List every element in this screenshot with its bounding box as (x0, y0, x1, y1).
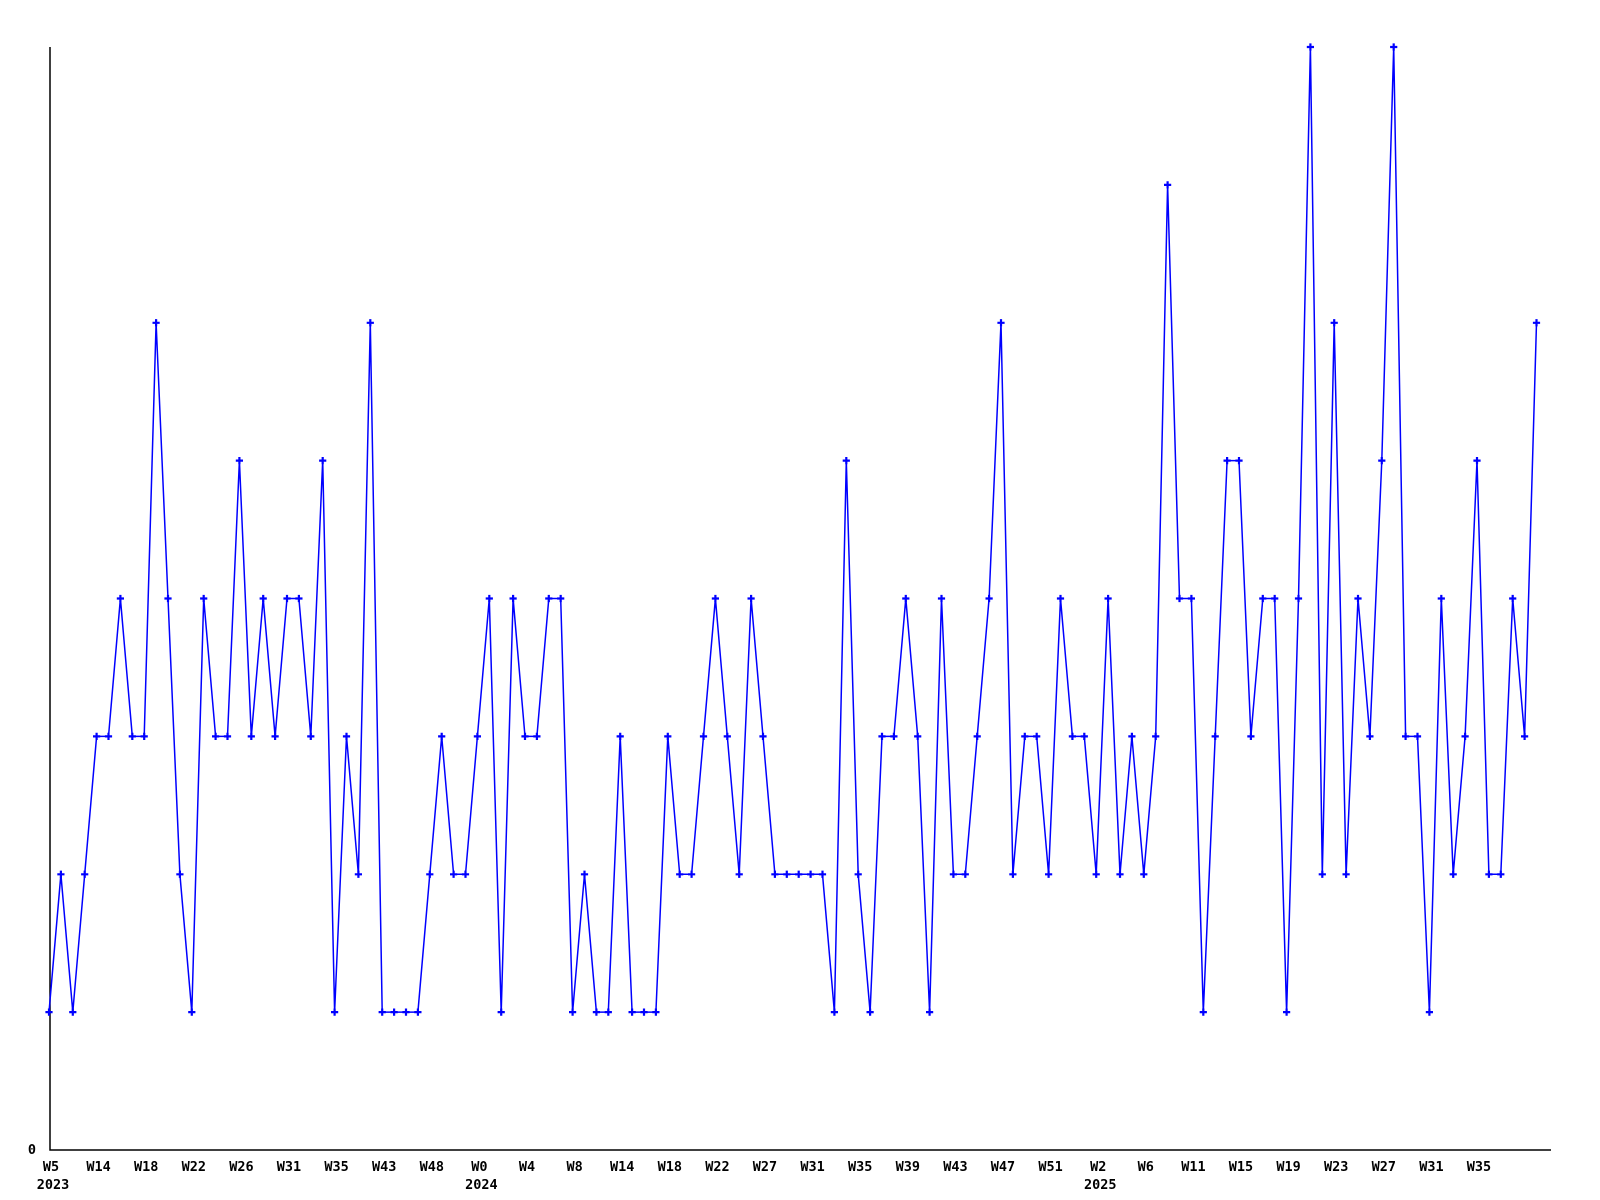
x-axis-tick-label: W23 (1324, 1159, 1348, 1175)
x-axis-tick-label: W27 (1372, 1159, 1396, 1175)
x-axis-tick-label: W31 (800, 1159, 824, 1175)
x-axis-tick-label: W14 (86, 1159, 110, 1175)
axis-frame (49, 47, 1551, 1151)
x-axis-tick-label: W19 (1276, 1159, 1300, 1175)
x-axis-tick-label: W39 (896, 1159, 920, 1175)
x-axis-tick-label: W8 (566, 1159, 582, 1175)
x-axis-tick-label: W31 (277, 1159, 301, 1175)
x-axis-tick-label: W18 (134, 1159, 158, 1175)
x-axis-tick-label: W11 (1181, 1159, 1205, 1175)
x-axis-tick-label: W31 (1419, 1159, 1443, 1175)
data-point-markers (45, 43, 1541, 1016)
axes (49, 47, 1551, 1151)
x-axis-labels: W5 W14 W18 W22 W26 W31 W35 W43 W48 W0 W4 W8 W14 W18 W2… (43, 1159, 1491, 1175)
x-axis-tick-label: W22 (705, 1159, 729, 1175)
x-axis-tick-label: W51 (1038, 1159, 1062, 1175)
x-axis-tick-label: W18 (658, 1159, 682, 1175)
x-axis-tick-label: W26 (229, 1159, 253, 1175)
x-axis-tick-label: W48 (420, 1159, 444, 1175)
y-axis-labels: 0 (28, 1142, 36, 1158)
data-series (45, 43, 1541, 1016)
x-axis-tick-label: W27 (753, 1159, 777, 1175)
x-axis-tick-label: W43 (943, 1159, 967, 1175)
x-axis-tick-label: W15 (1229, 1159, 1253, 1175)
x-axis-tick-label: W35 (1467, 1159, 1491, 1175)
year-label: 2023 (37, 1177, 70, 1193)
x-axis-tick-label: W5 (43, 1159, 59, 1175)
y-axis-tick-label: 0 (28, 1142, 36, 1158)
year-label: 2025 (1084, 1177, 1117, 1193)
year-label: 2024 (465, 1177, 498, 1193)
x-axis-tick-label: W22 (182, 1159, 206, 1175)
x-axis-tick-label: W4 (519, 1159, 535, 1175)
x-axis-tick-label: W0 (471, 1159, 487, 1175)
x-axis-tick-label: W35 (324, 1159, 348, 1175)
year-labels: 2023 2024 2025 (37, 1177, 1117, 1193)
x-axis-tick-label: W14 (610, 1159, 634, 1175)
x-axis-tick-label: W35 (848, 1159, 872, 1175)
x-axis-tick-label: W47 (991, 1159, 1015, 1175)
x-axis-tick-label: W2 (1090, 1159, 1106, 1175)
data-series-line (48, 46, 1538, 1013)
x-axis-tick-label: W6 (1138, 1159, 1154, 1175)
x-axis-tick-label: W43 (372, 1159, 396, 1175)
